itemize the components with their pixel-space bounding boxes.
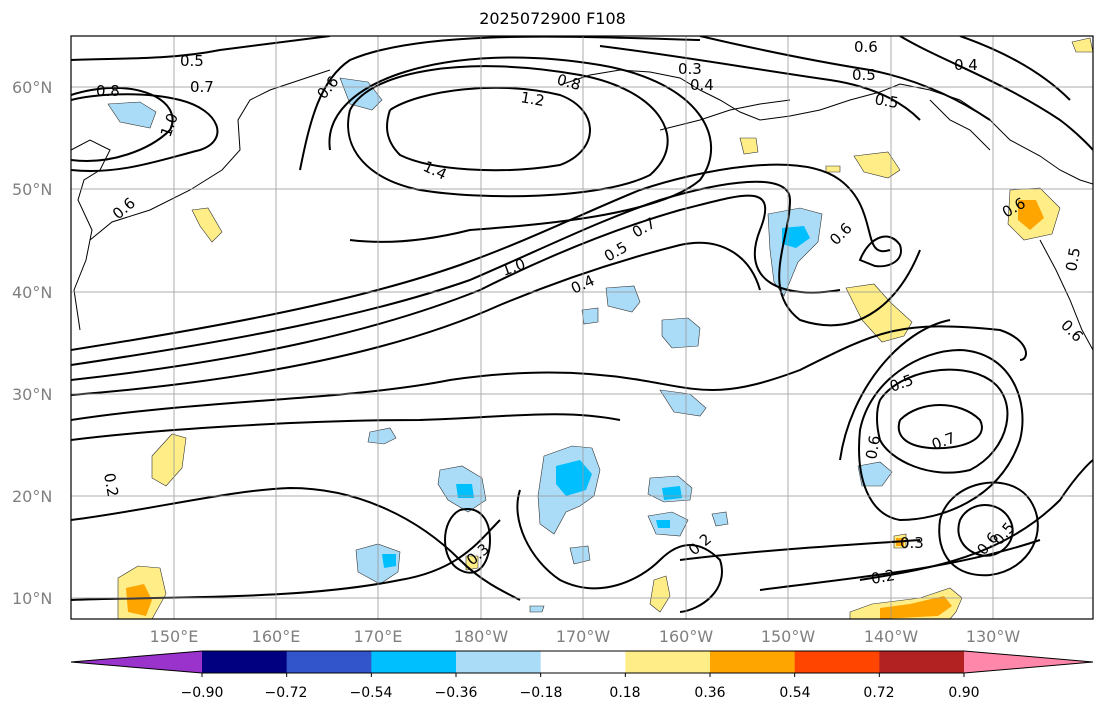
- contour-label-group: 0.5 0.7 0.8 1.0 0.6 0.6 1.2 0.8 0.3 0.4 …: [96, 38, 1087, 588]
- contour-label: 0.5: [180, 52, 204, 70]
- colorbar-segment: [371, 651, 457, 673]
- contour-label: 0.5: [873, 90, 900, 112]
- longitude-ticks: 150°E 160°E 170°E 180°W 170°W 160°W 150°…: [150, 627, 1021, 646]
- colorbar-label: −0.90: [181, 685, 224, 701]
- colorbar-label: −0.36: [435, 685, 478, 701]
- lon-tick-label: 140°W: [864, 627, 919, 646]
- lon-tick-label: 130°W: [966, 627, 1021, 646]
- colorbar-segment: [710, 651, 796, 673]
- contour-label: 0.6: [854, 38, 878, 56]
- contour-label: 0.4: [954, 56, 978, 74]
- contour-label: 0.5: [1062, 246, 1084, 273]
- colorbar-segment: [794, 651, 880, 673]
- colorbar-extend-min: [71, 651, 202, 673]
- colorbar-label: −0.18: [520, 685, 563, 701]
- colorbar-label: 0.72: [863, 685, 894, 701]
- colorbar-label: 0.36: [694, 685, 725, 701]
- colorbar-segment: [202, 651, 288, 673]
- strong-positive-shading: [126, 200, 1044, 619]
- contour-label: 0.6: [862, 434, 884, 461]
- contour-label: 0.2: [870, 566, 897, 588]
- colorbar-extend-max: [964, 651, 1093, 673]
- contour-label: 0.4: [690, 76, 714, 94]
- colorbar-label: −0.54: [350, 685, 393, 701]
- contour-label: 0.3: [900, 534, 924, 552]
- contour-label: 0.7: [190, 78, 214, 96]
- lon-tick-label: 170°E: [354, 627, 403, 646]
- lon-tick-label: 150°W: [761, 627, 816, 646]
- contour-label: 0.3: [678, 60, 702, 78]
- lon-tick-label: 150°E: [150, 627, 199, 646]
- contour-lines: [71, 36, 1093, 613]
- lat-tick-label: 60°N: [12, 78, 52, 97]
- colorbar-segment: [456, 651, 542, 673]
- colorbar: [70, 650, 1094, 677]
- colorbar-label: 0.90: [948, 685, 979, 701]
- colorbar-label: −0.72: [265, 685, 308, 701]
- colorbar-labels: −0.90 −0.72 −0.54 −0.36 −0.18 0.18 0.36 …: [181, 685, 980, 701]
- colorbar-segment: [540, 651, 626, 673]
- lat-tick-label: 40°N: [12, 283, 52, 302]
- gridlines: [71, 36, 1093, 619]
- contour-label: 0.2: [100, 472, 122, 499]
- colorbar-segment: [879, 651, 965, 673]
- lat-tick-label: 20°N: [12, 487, 52, 506]
- lat-tick-label: 10°N: [12, 589, 52, 608]
- colorbar-segment: [286, 651, 372, 673]
- lat-tick-label: 50°N: [12, 180, 52, 199]
- map-frame: [70, 35, 1094, 620]
- lon-tick-label: 170°W: [556, 627, 611, 646]
- map-title: 2025072900 F108: [479, 9, 626, 28]
- contour-label: 0.8: [555, 70, 583, 94]
- colorbar-segment: [625, 651, 711, 673]
- lon-tick-label: 180°W: [454, 627, 509, 646]
- lon-tick-label: 160°W: [659, 627, 714, 646]
- contour-label: 0.5: [852, 66, 876, 84]
- contour-label: 0.8: [96, 82, 120, 100]
- lat-tick-label: 30°N: [12, 385, 52, 404]
- contour-label: 1.2: [519, 88, 546, 110]
- latitude-ticks: 60°N 50°N 40°N 30°N 20°N 10°N: [12, 78, 52, 608]
- colorbar-label: 0.54: [779, 685, 810, 701]
- colorbar-label: 0.18: [609, 685, 640, 701]
- lon-tick-label: 160°E: [252, 627, 301, 646]
